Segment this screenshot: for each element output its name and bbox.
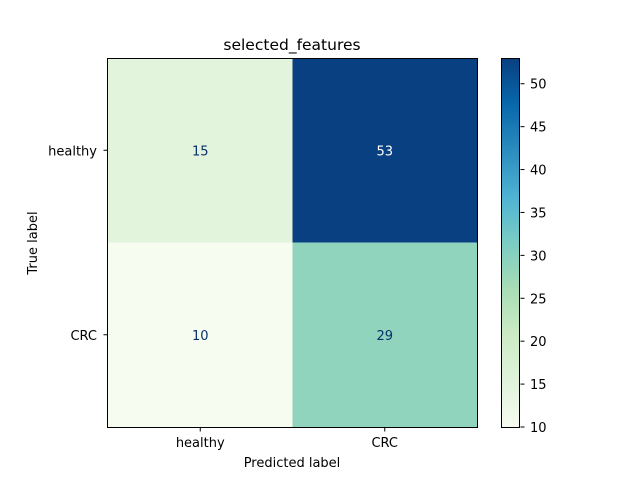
- colorbar-tick-label: 40: [530, 164, 547, 179]
- cell-value-label: 10: [192, 329, 209, 344]
- colorbar-tick-label: 20: [530, 335, 547, 350]
- y-tick-label: CRC: [70, 329, 97, 344]
- heatmap-cells: 15 53 10 29: [108, 58, 478, 428]
- colorbar-tick-label: 10: [530, 421, 547, 436]
- cell-value-label: 29: [376, 329, 393, 344]
- heatmap-cell: [292, 58, 478, 243]
- colorbar: 10 15 20 25 30 35 40 45 50: [501, 58, 547, 436]
- chart-title: selected_features: [223, 36, 360, 55]
- heatmap-cell: [108, 58, 293, 243]
- y-axis-label: True label: [26, 211, 41, 275]
- cell-value-label: 53: [376, 144, 393, 159]
- plot-frame: [107, 58, 478, 428]
- x-tick-label: CRC: [371, 436, 398, 451]
- colorbar-tick-label: 15: [530, 378, 547, 393]
- x-tick-label: healthy: [176, 436, 225, 451]
- axes: healthy CRC healthy CRC: [48, 144, 398, 451]
- colorbar-tick-label: 25: [530, 292, 547, 307]
- heatmap-cell: [292, 242, 478, 428]
- y-tick-label: healthy: [48, 144, 97, 159]
- x-axis-label: Predicted label: [244, 456, 341, 471]
- colorbar-tick-label: 50: [530, 78, 547, 93]
- heatmap-cell: [108, 242, 293, 428]
- cell-value-label: 15: [192, 144, 209, 159]
- colorbar-tick-label: 35: [530, 206, 547, 221]
- colorbar-bar: [501, 58, 520, 428]
- colorbar-tick-label: 45: [530, 121, 547, 136]
- colorbar-tick-label: 30: [530, 249, 547, 264]
